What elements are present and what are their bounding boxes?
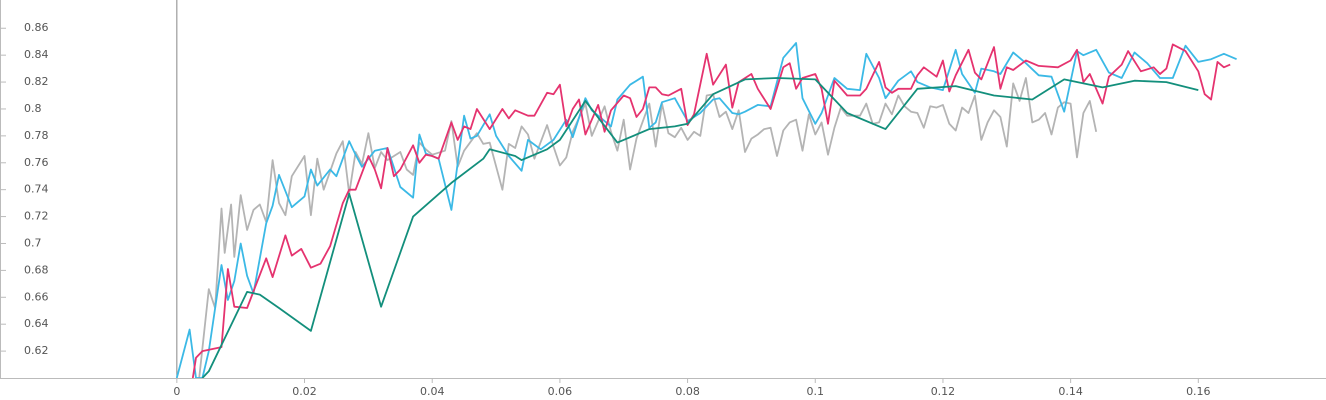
- y-tick-label: 0.72: [24, 210, 49, 223]
- line-series: [175, 42, 1237, 378]
- y-tick-label: 0.78: [24, 129, 49, 142]
- y-tick-label: 0.64: [24, 317, 49, 330]
- y-tick-label: 0.86: [24, 21, 49, 34]
- y-tick-label: 0.84: [24, 48, 49, 61]
- y-tick-label: 0.74: [24, 183, 49, 196]
- line-series: [191, 43, 1231, 378]
- x-tick-label: 0.08: [675, 385, 700, 398]
- line-series: [201, 77, 1199, 378]
- x-tick-label: 0: [173, 385, 180, 398]
- x-tick-label: 0.1: [807, 385, 825, 398]
- x-tick-label: 0.16: [1186, 385, 1211, 398]
- y-tick-label: 0.76: [24, 156, 49, 169]
- x-tick-label: 0.02: [292, 385, 317, 398]
- y-tick-label: 0.8: [24, 102, 42, 115]
- x-tick-label: 0.04: [420, 385, 445, 398]
- y-tick-label: 0.68: [24, 263, 49, 276]
- y-tick-label: 0.82: [24, 75, 49, 88]
- x-tick-label: 0.14: [1058, 385, 1083, 398]
- y-tick-label: 0.62: [24, 344, 49, 357]
- x-tick-label: 0.12: [931, 385, 956, 398]
- y-tick-label: 0.7: [24, 236, 42, 249]
- y-tick-label: 0.66: [24, 290, 49, 303]
- line-series: [198, 77, 1098, 378]
- x-tick-label: 0.06: [548, 385, 573, 398]
